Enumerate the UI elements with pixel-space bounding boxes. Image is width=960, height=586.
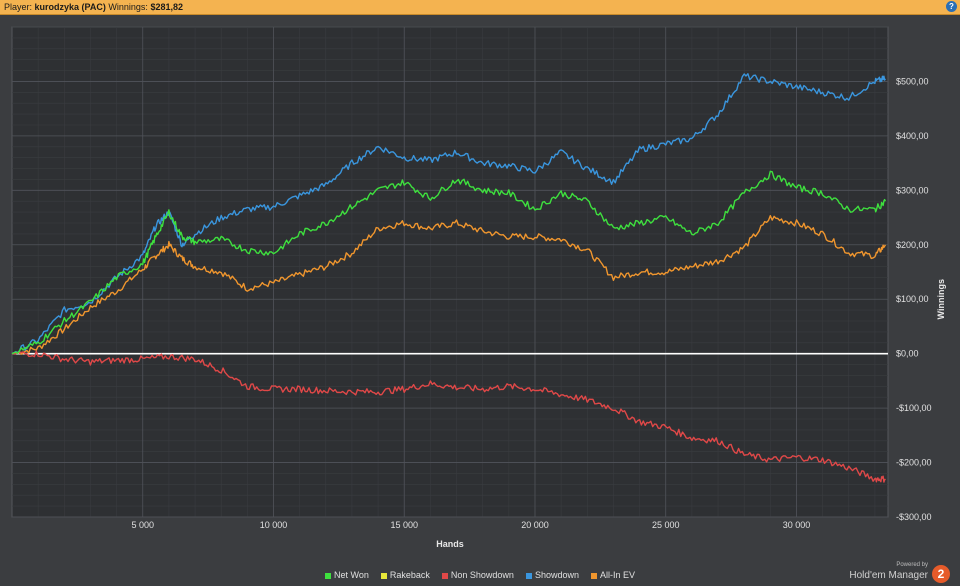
player-label: Player: bbox=[4, 2, 33, 12]
legend-swatch bbox=[441, 572, 448, 579]
legend: Net Won Rakeback Non Showdown Showdown All-I… bbox=[0, 570, 960, 580]
legend-label: Rakeback bbox=[389, 570, 430, 580]
legend-label: Showdown bbox=[534, 570, 579, 580]
legend-item-rakeback[interactable]: Rakeback bbox=[380, 570, 430, 580]
legend-swatch bbox=[325, 572, 331, 579]
series-line-net-won bbox=[11, 170, 887, 355]
series-lines bbox=[11, 73, 888, 483]
player-name: kurodzyka (PAC) bbox=[34, 2, 106, 12]
y-tick-label: $200,00 bbox=[896, 240, 929, 250]
legend-swatch bbox=[590, 572, 597, 579]
help-icon[interactable]: ? bbox=[946, 1, 957, 12]
x-tick-label: 15 000 bbox=[390, 520, 418, 530]
header-bar: Player: kurodzyka (PAC) Winnings: $281,8… bbox=[0, 0, 960, 15]
winnings-chart: -$300,00 -$200,00 -$100,00 $0,00 $100,00 $200… bbox=[11, 26, 946, 549]
y-tick-label: $400,00 bbox=[896, 131, 929, 141]
x-tick-label: 5 000 bbox=[131, 520, 154, 530]
legend-item-showdown[interactable]: Showdown bbox=[525, 570, 579, 580]
logo-icon: 2 bbox=[932, 565, 950, 583]
x-axis-label: Hands bbox=[436, 539, 464, 549]
y-tick-label: $100,00 bbox=[896, 294, 929, 304]
legend-label: All-In EV bbox=[599, 570, 635, 580]
y-axis-label: Winnings bbox=[936, 279, 946, 319]
legend-label: Net Won bbox=[334, 570, 369, 580]
brand-logo: Powered by Hold'em Manager 2 bbox=[849, 562, 950, 584]
winnings-value: $281,82 bbox=[150, 2, 183, 12]
series-line-non-showdown bbox=[12, 350, 886, 483]
plot-area bbox=[11, 26, 889, 518]
series-line-all-in-ev bbox=[11, 214, 887, 355]
series-line-showdown bbox=[11, 73, 886, 355]
winnings-label: Winnings: bbox=[108, 2, 148, 12]
legend-swatch bbox=[380, 572, 387, 579]
legend-label: Non Showdown bbox=[450, 570, 514, 580]
y-tick-label: $500,00 bbox=[896, 76, 929, 86]
player-info: Player: kurodzyka (PAC) Winnings: $281,8… bbox=[4, 0, 183, 14]
powered-by-text: Powered by bbox=[896, 562, 928, 568]
legend-swatch bbox=[525, 572, 532, 579]
x-axis: 5 000 10 000 15 000 20 000 25 000 30 000 bbox=[131, 520, 810, 530]
x-tick-label: 20 000 bbox=[521, 520, 549, 530]
x-tick-label: 25 000 bbox=[652, 520, 680, 530]
legend-item-non-showdown[interactable]: Non Showdown bbox=[441, 570, 514, 580]
y-tick-label: $300,00 bbox=[896, 185, 929, 195]
y-tick-label: -$200,00 bbox=[896, 458, 932, 468]
y-axis: -$300,00 -$200,00 -$100,00 $0,00 $100,00 $200… bbox=[896, 76, 932, 522]
legend-item-all-in-ev[interactable]: All-In EV bbox=[590, 570, 635, 580]
x-tick-label: 30 000 bbox=[783, 520, 811, 530]
y-tick-label: -$100,00 bbox=[896, 403, 932, 413]
x-tick-label: 10 000 bbox=[260, 520, 288, 530]
product-name: Hold'em Manager bbox=[849, 570, 928, 581]
legend-item-net-won[interactable]: Net Won bbox=[325, 570, 369, 580]
y-tick-label: -$300,00 bbox=[896, 512, 932, 522]
y-tick-label: $0,00 bbox=[896, 349, 919, 359]
